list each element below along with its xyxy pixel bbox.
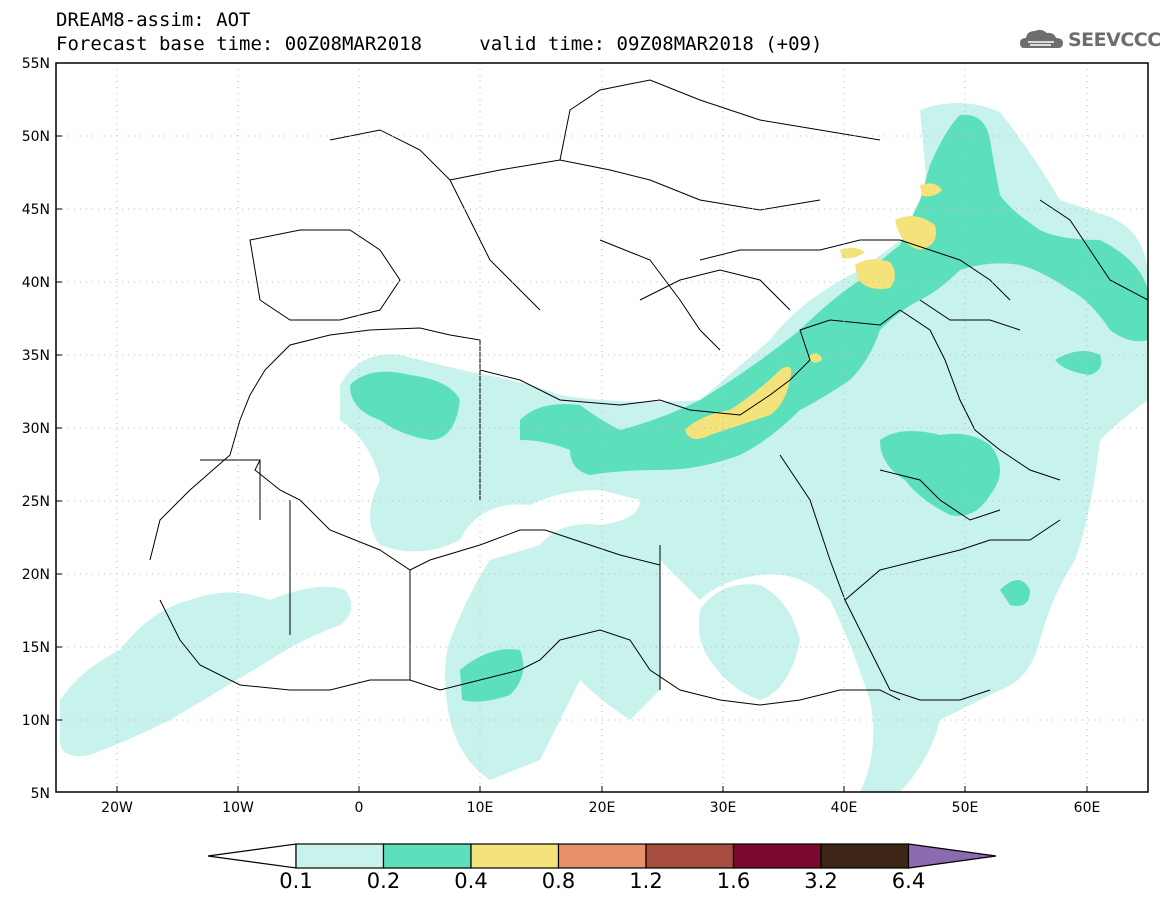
lat-label: 25N bbox=[22, 494, 50, 510]
map-title: DREAM8-assim: AOT bbox=[56, 9, 251, 31]
colorbar-swatch bbox=[820, 843, 910, 869]
lat-label: 45N bbox=[22, 202, 50, 218]
colorbar-label: 6.4 bbox=[891, 869, 926, 893]
lat-label: 5N bbox=[31, 786, 50, 802]
lon-label: 50E bbox=[952, 800, 979, 816]
colorbar-label: 0.4 bbox=[454, 869, 488, 893]
lat-labels: 55N 50N 45N 40N 35N 30N 25N 20N 15N 10N … bbox=[22, 56, 50, 802]
colorbar-swatch bbox=[645, 843, 735, 869]
logo-text: SEEVCCC bbox=[1068, 29, 1161, 51]
lat-label: 15N bbox=[22, 640, 50, 656]
lon-label: 60E bbox=[1074, 800, 1101, 816]
aot-field bbox=[60, 102, 1148, 792]
lon-label: 10E bbox=[467, 800, 494, 816]
lon-label: 30E bbox=[710, 800, 737, 816]
colorbar-label: 0.8 bbox=[541, 869, 576, 893]
base-time: Forecast base time: 00Z08MAR2018 bbox=[56, 33, 423, 55]
lat-label: 20N bbox=[22, 567, 50, 583]
axis-ticks bbox=[56, 135, 1088, 792]
colorbar-label: 3.2 bbox=[804, 869, 838, 893]
colorbar-label: 0.1 bbox=[279, 869, 313, 893]
lon-label: 20W bbox=[101, 800, 133, 816]
lat-label: 50N bbox=[22, 129, 50, 145]
lon-label: 20E bbox=[589, 800, 616, 816]
colorbar-swatch bbox=[557, 843, 647, 869]
lon-labels: 20W 10W 0 10E 20E 30E 40E 50E 60E bbox=[101, 800, 1100, 816]
aot-level-0-2 bbox=[350, 114, 1148, 702]
colorbar-under-arrow bbox=[207, 843, 297, 869]
lat-label: 35N bbox=[22, 348, 50, 364]
colorbar-label: 1.6 bbox=[716, 869, 751, 893]
lat-label: 55N bbox=[22, 56, 50, 72]
colorbar-label: 1.2 bbox=[629, 869, 663, 893]
colorbar-over-arrow bbox=[907, 843, 997, 869]
lat-label: 30N bbox=[22, 421, 50, 437]
colorbar-swatch bbox=[470, 843, 560, 869]
time-info: Forecast base time: 00Z08MAR2018 valid t… bbox=[56, 33, 822, 55]
lon-label: 40E bbox=[831, 800, 858, 816]
colorbar-label: 0.2 bbox=[366, 869, 401, 893]
grid-lines bbox=[56, 63, 1148, 792]
colorbar-swatch bbox=[382, 843, 472, 869]
colorbar-swatch bbox=[732, 843, 822, 869]
cloud-logo-icon bbox=[1020, 29, 1063, 48]
lat-label: 10N bbox=[22, 713, 50, 729]
colorbar-swatch bbox=[295, 843, 385, 869]
country-borders bbox=[149, 79, 1148, 706]
lon-label: 0 bbox=[355, 800, 364, 816]
valid-time: valid time: 09Z08MAR2018 (+09) bbox=[479, 33, 823, 55]
lat-label: 40N bbox=[22, 275, 50, 291]
lon-label: 10W bbox=[222, 800, 254, 816]
colorbar bbox=[207, 843, 997, 869]
